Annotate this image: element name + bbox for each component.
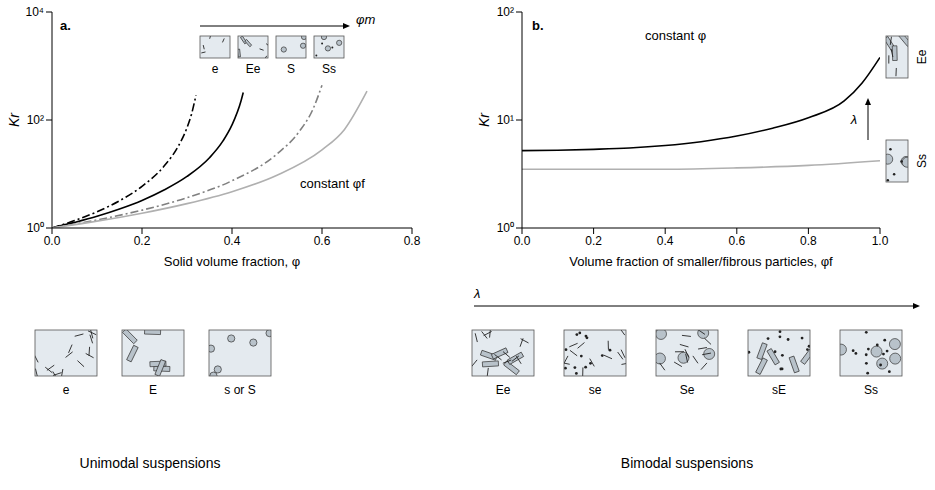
svg-text:e: e xyxy=(63,383,70,397)
svg-text:0.2: 0.2 xyxy=(134,234,151,248)
svg-text:10⁰: 10⁰ xyxy=(497,221,514,235)
svg-text:e: e xyxy=(212,62,219,76)
svg-text:s or S: s or S xyxy=(224,383,255,397)
svg-text:λ: λ xyxy=(850,112,857,127)
svg-text:λ: λ xyxy=(473,286,480,301)
svg-text:Ee: Ee xyxy=(915,49,929,64)
svg-text:φm: φm xyxy=(356,12,375,27)
svg-text:0.4: 0.4 xyxy=(224,234,241,248)
svg-text:constant φf: constant φf xyxy=(300,176,365,191)
svg-text:Kr: Kr xyxy=(476,112,492,127)
svg-text:Ss: Ss xyxy=(915,154,929,168)
svg-text:Ss: Ss xyxy=(864,383,878,397)
svg-text:Ee: Ee xyxy=(246,62,261,76)
svg-text:0.4: 0.4 xyxy=(657,234,674,248)
svg-text:constant φ: constant φ xyxy=(645,28,706,43)
svg-text:Ee: Ee xyxy=(496,383,511,397)
svg-text:Se: Se xyxy=(680,383,695,397)
svg-text:10⁴: 10⁴ xyxy=(25,5,44,19)
svg-text:0.8: 0.8 xyxy=(404,234,421,248)
svg-text:Bimodal suspensions: Bimodal suspensions xyxy=(621,455,753,471)
svg-text:0.8: 0.8 xyxy=(800,234,817,248)
svg-text:Kr: Kr xyxy=(6,112,22,127)
svg-text:S: S xyxy=(287,62,295,76)
svg-text:b.: b. xyxy=(532,18,544,33)
svg-text:0.6: 0.6 xyxy=(314,234,331,248)
svg-text:E: E xyxy=(149,383,157,397)
svg-text:1.0: 1.0 xyxy=(872,234,889,248)
svg-text:0.0: 0.0 xyxy=(514,234,531,248)
svg-text:10¹: 10¹ xyxy=(497,113,514,127)
svg-text:Volume fraction of smaller/fib: Volume fraction of smaller/fibrous parti… xyxy=(569,254,833,269)
svg-text:0.0: 0.0 xyxy=(44,234,61,248)
svg-text:0.6: 0.6 xyxy=(728,234,745,248)
svg-text:10²: 10² xyxy=(497,5,514,19)
svg-text:10²: 10² xyxy=(27,113,44,127)
svg-text:10⁰: 10⁰ xyxy=(27,221,44,235)
svg-text:a.: a. xyxy=(60,18,71,33)
svg-text:sE: sE xyxy=(772,383,786,397)
svg-text:Ss: Ss xyxy=(322,62,336,76)
svg-text:se: se xyxy=(589,383,602,397)
svg-text:Unimodal suspensions: Unimodal suspensions xyxy=(80,455,221,471)
svg-text:Solid volume fraction, φ: Solid volume fraction, φ xyxy=(164,254,300,269)
svg-text:0.2: 0.2 xyxy=(585,234,602,248)
